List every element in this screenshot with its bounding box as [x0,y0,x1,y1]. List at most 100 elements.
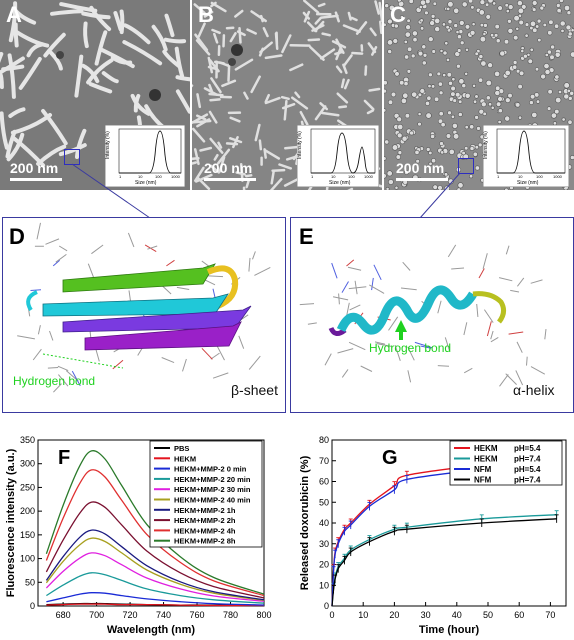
series-line [46,603,265,607]
x-tick-label: 70 [545,610,555,620]
beta-sheet-model [17,222,271,393]
inset-tick-b-0: 1 [311,174,314,179]
y-tick-label: 80 [319,435,329,445]
series-line [46,572,265,604]
y-tick-label: 300 [20,459,35,469]
legend-entry: NFM [474,465,492,474]
y-tick-label: 150 [20,530,35,540]
inset-xlabel-b: Size (nm) [329,180,351,186]
inset-ylabel-a: Intensity (%) [105,131,111,159]
inset-tick-c-0: 1 [497,174,500,179]
x-axis-label: Wavelength (nm) [107,624,196,636]
legend-entry: PBS [174,444,189,453]
inset-ylabel-c: Intensity (%) [483,131,489,159]
legend-entry: HEKM+MMP-2 40 min [174,496,251,505]
dls-inset-b: Intensity (%) Size (nm) 1 10 100 1000 [297,125,379,187]
scale-label-b: 200 nm [204,160,253,176]
y-tick-label: 0 [30,601,35,611]
inset-tick-a-0: 1 [119,174,122,179]
zoom-box-c [458,158,474,174]
x-tick-label: 680 [56,610,71,620]
inset-tick-b-1: 10 [331,174,336,179]
inset-tick-c-1: 10 [518,174,523,179]
series-line [331,518,557,607]
y-tick-label: 100 [20,554,35,564]
series-line [45,469,265,597]
y-tick-label: 50 [25,577,35,587]
panel-letter-e: E [299,224,314,249]
inset-tick-a-1: 10 [138,174,143,179]
y-tick-label: 350 [20,435,35,445]
x-tick-label: 760 [190,610,205,620]
legend-entry: HEKM [474,444,498,453]
series-line [45,529,265,601]
x-tick-label: 40 [452,610,462,620]
x-axis-label: Time (hour) [419,624,480,636]
series-line [45,501,265,599]
inset-ylabel-b: Intensity (%) [297,131,303,159]
structure-panel-e: E Hydrogen bond α-helix [290,217,574,413]
chart-f: F 680 700 720 740 760 780 800 0 50 100 150 200 250 30… [5,435,272,636]
y-tick-label: 60 [319,477,329,487]
scale-bar-b [204,178,256,181]
panel-letter-c: C [390,2,406,27]
legend-entry: HEKM+MMP-2 8h [174,537,236,546]
x-tick-label: 0 [329,610,334,620]
x-tick-label: 700 [89,610,104,620]
y-tick-label: 10 [319,580,329,590]
x-tick-label: 740 [156,610,171,620]
x-tick-label: 30 [421,610,431,620]
x-tick-label: 720 [123,610,138,620]
panel-letter-f: F [58,447,70,469]
alpha-helix-caption: α-helix [513,382,555,398]
panel-letter-b: B [198,2,214,27]
inset-tick-c-2: 100 [536,174,543,179]
y-axis-label: Released doxorubicin (%) [299,455,311,590]
x-tick-label: 780 [223,610,238,620]
y-tick-label: 30 [319,539,329,549]
legend-entry: HEKM+MMP-2 2h [174,516,236,525]
panel-letter-a: A [6,2,22,27]
series-line [45,537,265,601]
series-line [331,514,557,607]
beta-sheet-caption: β-sheet [231,382,278,398]
legend-entry: HEKM [474,455,498,464]
alpha-helix-model [299,244,547,387]
x-tick-label: 10 [358,610,368,620]
panel-letter-d: D [9,224,25,249]
connector-lines [71,163,461,219]
y-tick-label: 200 [20,506,35,516]
x-tick-label: 50 [483,610,493,620]
x-tick-label: 800 [256,610,271,620]
plot-frame [37,439,265,607]
inset-xlabel-c: Size (nm) [517,180,539,186]
legend-entry: HEKM+MMP-2 4h [174,526,236,535]
legend-entry: HEKM+MMP-2 0 min [174,465,247,474]
legend-ph: pH=5.4 [514,444,541,453]
legend-entry: HEKM+MMP-2 30 min [174,485,251,494]
y-tick-label: 70 [319,456,329,466]
scale-bar-c [396,178,448,181]
y-tick-label: 20 [319,560,329,570]
legend-entry: HEKM+MMP-2 1h [174,506,236,515]
series-line [46,592,265,606]
hbond-label-d: Hydrogen bond [13,374,96,388]
inset-xlabel-a: Size (nm) [135,180,157,186]
legend-ph: pH=7.4 [514,476,541,485]
scale-bar-a [10,178,62,181]
panel-letter-g: G [382,447,398,469]
inset-tick-a-2: 100 [155,174,162,179]
inset-tick-b-2: 100 [348,174,355,179]
inset-tick-c-3: 1000 [553,174,563,179]
y-tick-label: 40 [319,518,329,528]
scale-label-c: 200 nm [396,160,445,176]
y-tick-label: 50 [319,497,329,507]
series-line [45,450,265,595]
legend-ph: pH=5.4 [514,465,541,474]
x-tick-label: 60 [514,610,524,620]
dls-inset-c: Intensity (%) Size (nm) 1 10 100 1000 [483,125,569,187]
inset-tick-b-3: 1000 [364,174,374,179]
legend-entry: NFM [474,476,492,485]
hbond-label-e: Hydrogen bond [369,341,452,355]
chart-g: G 0 10 20 30 40 50 60 70 0 10 20 30 40 50 60 70 80 Time (… [299,435,567,636]
